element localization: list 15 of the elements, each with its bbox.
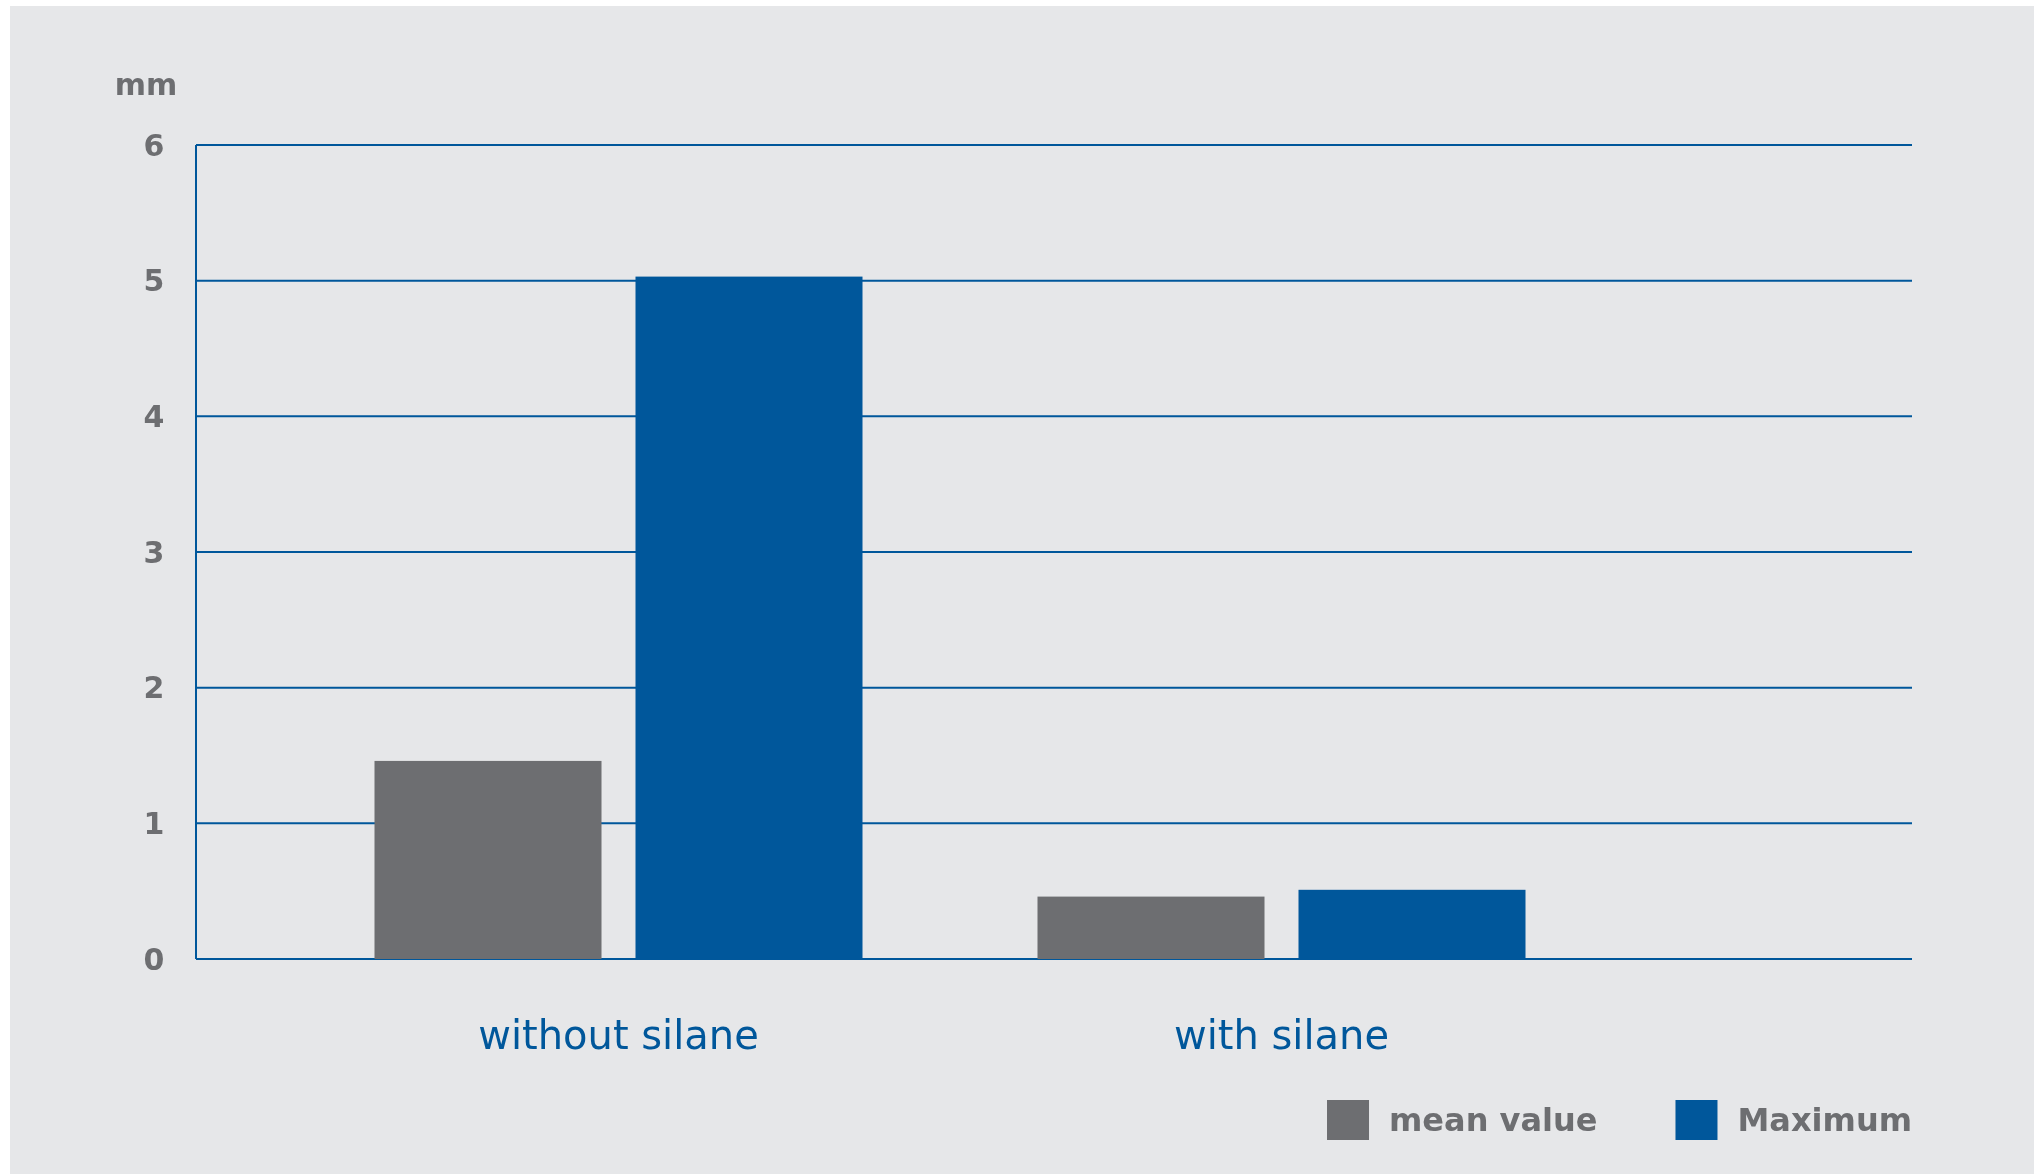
y-axis-title: mm xyxy=(114,67,178,102)
bar xyxy=(374,760,602,959)
y-tick-label: 0 xyxy=(143,941,165,977)
y-tick-label: 6 xyxy=(143,127,165,163)
y-tick-label: 4 xyxy=(143,398,165,434)
bar xyxy=(1298,889,1526,959)
x-tick-label: with silane xyxy=(1173,1012,1390,1058)
legend-label: Maximum xyxy=(1737,1101,1912,1140)
x-tick-label: without silane xyxy=(478,1012,759,1058)
legend-label: mean value xyxy=(1389,1101,1598,1140)
y-tick-label: 1 xyxy=(143,805,165,841)
bar xyxy=(1037,896,1265,959)
y-tick-label: 2 xyxy=(143,670,165,706)
y-tick-label: 5 xyxy=(143,263,165,299)
y-tick-label: 3 xyxy=(143,534,165,570)
